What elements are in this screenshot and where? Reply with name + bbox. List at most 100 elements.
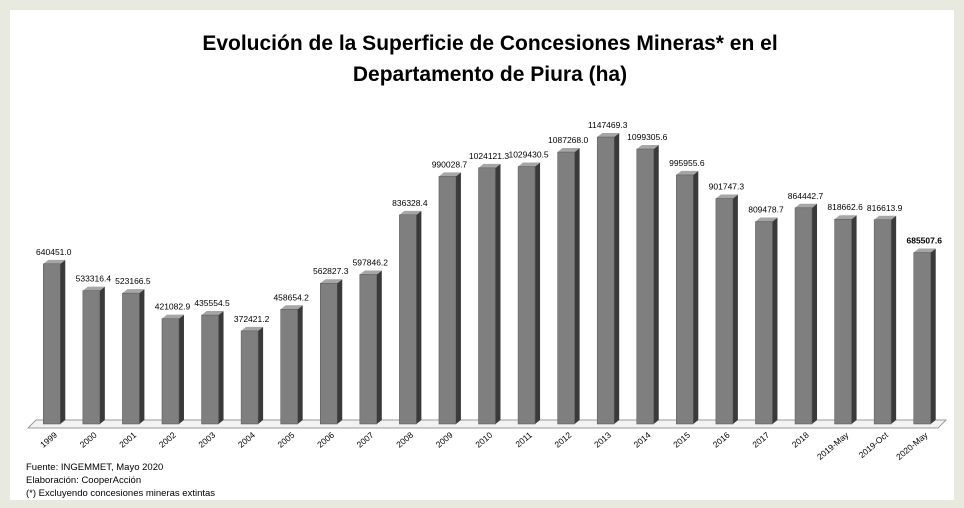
bar bbox=[755, 217, 778, 425]
bar-side bbox=[297, 305, 303, 424]
bar-top bbox=[320, 279, 343, 284]
bar-front bbox=[517, 166, 536, 425]
data-label: 523166.5 bbox=[115, 276, 151, 286]
chart-title: Departamento de Piura (ha) bbox=[353, 63, 627, 86]
bar-front bbox=[438, 176, 457, 425]
data-label: 1099305.6 bbox=[627, 132, 667, 142]
bar-front bbox=[240, 330, 259, 425]
bar bbox=[557, 148, 580, 425]
data-label: 1087268.0 bbox=[548, 135, 588, 145]
chart-title: Evolución de la Superficie de Concesione… bbox=[202, 32, 777, 55]
bar-side bbox=[60, 259, 66, 424]
bar bbox=[873, 215, 897, 425]
data-label: 458654.2 bbox=[273, 292, 309, 302]
data-label: 995955.6 bbox=[669, 158, 705, 168]
data-label: 1029430.5 bbox=[508, 150, 548, 160]
bar-front bbox=[478, 167, 496, 425]
bar-front bbox=[319, 282, 338, 425]
bar-side bbox=[99, 286, 105, 424]
bar-top bbox=[636, 145, 659, 150]
bar-top bbox=[755, 217, 778, 222]
bar-front bbox=[122, 292, 140, 425]
bar-top bbox=[399, 210, 422, 215]
bar-front bbox=[359, 274, 378, 425]
bar-side bbox=[495, 163, 501, 424]
bar-front bbox=[399, 214, 417, 425]
bar-side bbox=[139, 289, 145, 424]
bar bbox=[636, 145, 659, 425]
bar-side bbox=[732, 194, 738, 424]
bar-side bbox=[851, 215, 857, 424]
data-label: 685507.6 bbox=[906, 236, 942, 246]
data-label: 640451.0 bbox=[36, 247, 72, 257]
bar-front bbox=[596, 136, 615, 425]
bar bbox=[913, 248, 936, 425]
bar-side bbox=[416, 210, 422, 424]
bar bbox=[834, 215, 857, 425]
data-label: 864442.7 bbox=[788, 191, 824, 201]
bar-top bbox=[280, 305, 303, 310]
data-label: 836328.4 bbox=[392, 198, 428, 208]
bar-top bbox=[478, 163, 501, 168]
note: Fuente: INGEMMET, Mayo 2020 bbox=[26, 462, 163, 473]
data-label: 990028.7 bbox=[432, 159, 468, 169]
bar-side bbox=[930, 248, 936, 424]
bar-side bbox=[772, 217, 778, 424]
bar-top bbox=[913, 248, 936, 253]
bar bbox=[122, 289, 145, 425]
note: (*) Excluyendo concesiones mineras extin… bbox=[26, 488, 215, 499]
data-label: 816613.9 bbox=[867, 203, 903, 213]
bar-side bbox=[891, 215, 897, 424]
bar bbox=[280, 305, 303, 425]
bar-side bbox=[258, 326, 264, 424]
bar bbox=[43, 259, 66, 425]
bar-front bbox=[676, 174, 694, 425]
bar-front bbox=[794, 207, 813, 425]
bar-top bbox=[438, 172, 461, 177]
data-label: 1147469.3 bbox=[588, 120, 628, 130]
bar-front bbox=[715, 198, 734, 425]
bar-top bbox=[359, 270, 382, 275]
bar-top bbox=[557, 148, 580, 153]
bar bbox=[399, 210, 422, 425]
bar-front bbox=[201, 314, 219, 425]
bar-top bbox=[676, 170, 699, 175]
bar-side bbox=[574, 148, 580, 424]
bar bbox=[319, 279, 343, 425]
bar bbox=[438, 172, 461, 425]
bar-top bbox=[161, 314, 184, 319]
bar-top bbox=[43, 259, 66, 264]
bar-top bbox=[874, 215, 897, 220]
bar-top bbox=[518, 162, 541, 167]
bar bbox=[201, 311, 224, 425]
bar-top bbox=[201, 311, 224, 316]
bar-side bbox=[693, 170, 699, 424]
bar-front bbox=[161, 318, 180, 425]
bar-side bbox=[812, 203, 818, 424]
bar-top bbox=[122, 289, 145, 294]
bar-front bbox=[913, 252, 931, 425]
bar bbox=[161, 314, 184, 425]
data-label: 1024121.3 bbox=[469, 151, 509, 161]
bar-side bbox=[178, 314, 184, 424]
bar-front bbox=[82, 290, 101, 425]
bar bbox=[359, 270, 382, 425]
bar-front bbox=[280, 309, 298, 425]
bar-side bbox=[455, 172, 461, 424]
data-label: 562827.3 bbox=[313, 266, 349, 276]
bar-side bbox=[535, 162, 541, 424]
bar-front bbox=[43, 263, 61, 425]
data-label: 901747.3 bbox=[709, 181, 745, 191]
bar bbox=[715, 194, 738, 425]
data-label: 372421.2 bbox=[234, 314, 270, 324]
bar-front bbox=[557, 151, 575, 425]
bar bbox=[596, 133, 620, 425]
data-label: 809478.7 bbox=[748, 205, 784, 215]
bar-side bbox=[337, 279, 343, 424]
data-label: 435554.5 bbox=[194, 298, 230, 308]
data-label: 597846.2 bbox=[353, 257, 389, 267]
bar bbox=[240, 326, 264, 425]
bar bbox=[676, 170, 699, 425]
bar bbox=[82, 286, 105, 425]
